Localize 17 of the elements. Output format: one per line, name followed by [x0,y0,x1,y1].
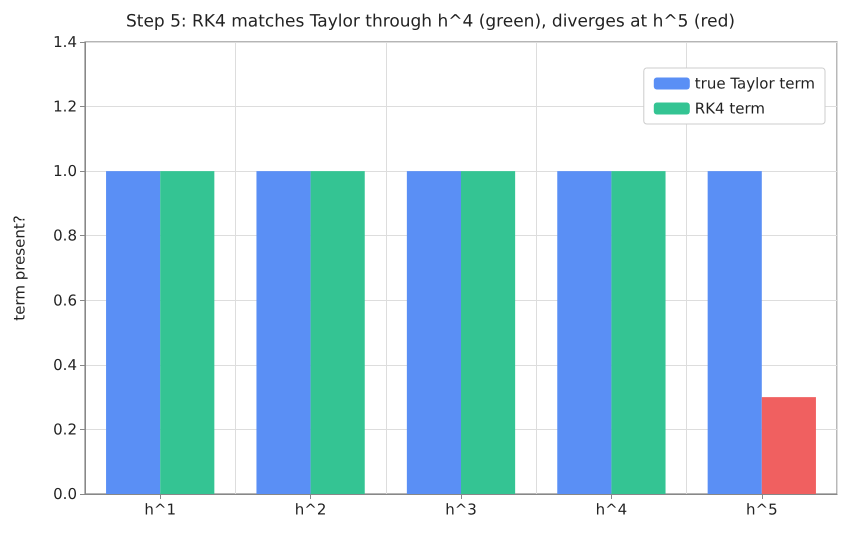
legend-label: RK4 term [694,100,765,118]
x-tick-label: h^5 [746,500,778,518]
y-tick-label: 0.2 [53,420,77,438]
y-tick-label: 0.6 [53,291,77,310]
y-tick-label: 0.4 [53,356,77,374]
y-axis-title: term present? [10,215,28,321]
x-tick-label: h^1 [144,500,176,518]
x-tick-label: h^3 [445,500,477,518]
y-tick-label: 1.2 [53,98,77,116]
y-tick-label: 1.4 [53,33,77,51]
x-tick-label: h^4 [596,500,628,518]
legend-label: true Taylor term [694,74,816,92]
y-tick-label: 0.0 [53,485,77,503]
chart-title: Step 5: RK4 matches Taylor through h^4 (green), diverges at h^5 (red) [126,12,735,32]
x-tick-label: h^2 [294,500,326,518]
y-tick-label: 0.8 [53,226,77,245]
y-tick-label: 1.0 [53,162,77,180]
